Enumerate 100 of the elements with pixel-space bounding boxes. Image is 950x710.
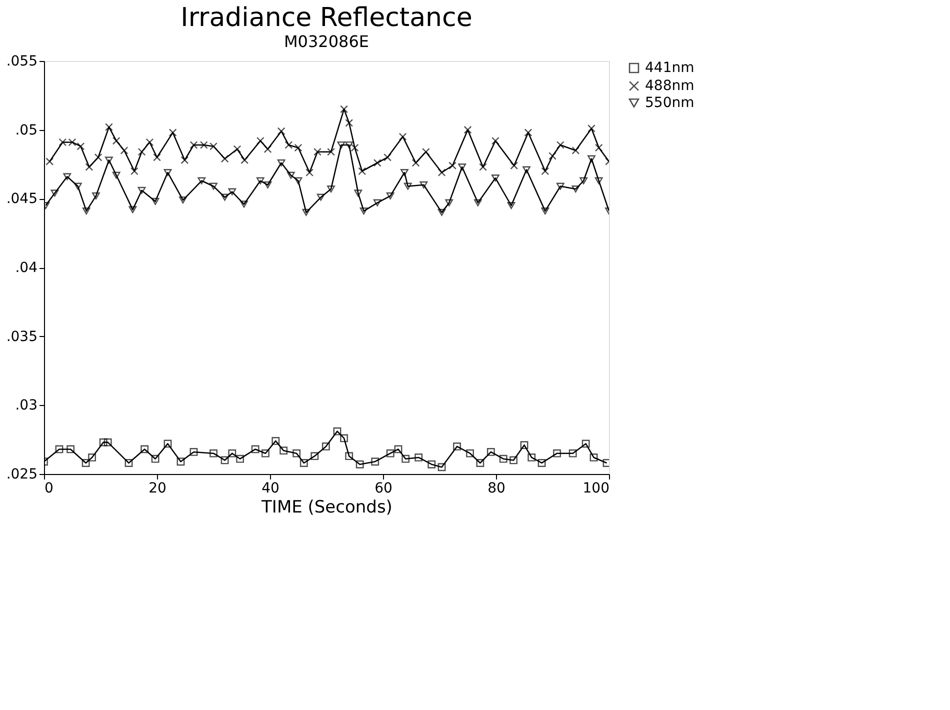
point	[428, 460, 436, 468]
point	[179, 196, 187, 204]
point	[284, 141, 293, 149]
point	[356, 460, 364, 468]
point	[138, 186, 146, 194]
point	[414, 454, 423, 462]
point	[228, 188, 236, 196]
point	[524, 128, 532, 137]
point	[294, 144, 302, 152]
point	[438, 208, 446, 216]
legend-label: 488nm	[645, 78, 694, 94]
point	[394, 445, 402, 454]
point	[176, 458, 185, 466]
y-tick-label: .03	[15, 398, 38, 414]
point	[50, 190, 59, 197]
point	[292, 449, 301, 458]
point	[286, 172, 295, 179]
point	[358, 167, 366, 176]
point	[262, 449, 270, 458]
legend-label: 550nm	[645, 95, 694, 111]
point	[458, 164, 466, 171]
point	[63, 173, 72, 180]
point	[553, 449, 561, 458]
point	[448, 162, 456, 170]
point	[277, 127, 286, 136]
point	[164, 440, 172, 448]
point	[371, 458, 380, 466]
point	[82, 208, 90, 215]
point	[556, 182, 564, 190]
point	[345, 118, 354, 127]
point	[340, 105, 348, 114]
point	[510, 162, 518, 170]
point	[264, 181, 272, 188]
point	[580, 177, 588, 184]
point	[398, 132, 407, 141]
x-tick-label: 40	[262, 480, 280, 496]
point	[350, 144, 359, 152]
point	[210, 142, 218, 150]
point	[507, 202, 516, 210]
point	[594, 177, 603, 184]
point	[386, 192, 394, 200]
point	[68, 138, 76, 146]
point	[228, 449, 236, 458]
point	[153, 153, 161, 162]
point	[345, 141, 354, 148]
point	[240, 200, 248, 208]
point	[404, 182, 412, 190]
point	[373, 158, 382, 167]
point	[220, 456, 229, 464]
point	[220, 194, 229, 201]
point	[112, 136, 120, 145]
point	[316, 194, 325, 201]
point	[236, 454, 244, 463]
point	[453, 442, 461, 450]
point	[99, 438, 108, 446]
point	[556, 141, 564, 149]
point	[94, 153, 102, 162]
point	[572, 146, 580, 154]
point	[200, 141, 208, 149]
y-tick-label: .025	[6, 466, 38, 482]
point	[322, 442, 330, 450]
point	[88, 454, 96, 462]
point	[74, 182, 82, 190]
point	[445, 199, 454, 206]
point	[373, 199, 382, 206]
point	[588, 124, 596, 132]
point	[510, 456, 518, 464]
point	[474, 199, 482, 206]
point	[277, 159, 286, 166]
point	[590, 454, 598, 462]
point	[210, 182, 218, 190]
chart-subtitle: M032086E	[284, 32, 369, 51]
point	[105, 156, 113, 164]
point	[479, 163, 487, 171]
point	[190, 448, 198, 456]
point	[400, 169, 408, 176]
x-tick-label: 80	[488, 480, 506, 496]
point	[256, 177, 264, 184]
point	[140, 445, 149, 454]
point	[499, 454, 508, 463]
point	[582, 440, 590, 448]
point	[354, 190, 362, 197]
x-tick-label: 20	[148, 480, 166, 496]
point	[572, 186, 580, 193]
point	[548, 152, 556, 160]
point	[82, 459, 90, 467]
point	[151, 454, 160, 463]
point	[272, 437, 280, 445]
point	[384, 153, 392, 162]
point	[588, 155, 596, 162]
point	[360, 208, 368, 215]
point	[594, 144, 603, 152]
point	[538, 459, 546, 467]
point	[294, 177, 302, 184]
point	[128, 206, 137, 214]
chart-title: Irradiance Reflectance	[180, 3, 472, 33]
point	[327, 186, 335, 193]
point	[104, 438, 112, 446]
point	[58, 138, 67, 146]
point	[130, 167, 138, 176]
